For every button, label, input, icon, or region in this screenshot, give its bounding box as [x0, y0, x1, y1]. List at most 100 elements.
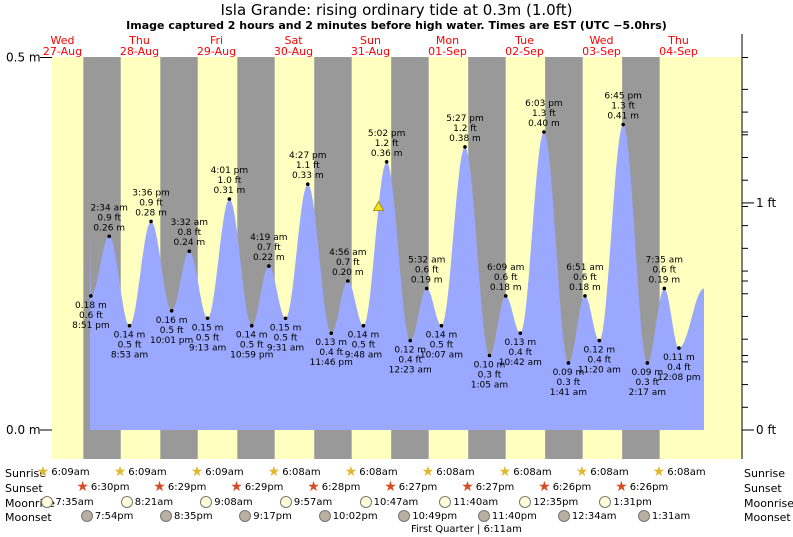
low-tide-point	[169, 309, 174, 313]
moonrise-event: 12:35pm	[519, 496, 578, 508]
moonrise-icon	[519, 496, 532, 508]
tide-time-label: 3:36 pm	[132, 188, 170, 198]
tide-height-ft-label: 0.4 ft	[398, 356, 422, 366]
tide-time-label: 5:32 am	[408, 255, 445, 265]
sunset-star-icon: ★	[153, 479, 166, 495]
tide-height-m-label: 0.14 m	[348, 331, 380, 341]
tide-height-m-label: 0.31 m	[214, 186, 246, 196]
sunrise-event: ★ 6:08am	[268, 465, 321, 479]
date-label: 31-Aug	[351, 45, 390, 58]
high-tide-point	[424, 286, 429, 291]
tide-height-m-label: 0.15 m	[270, 323, 302, 333]
tide-height-m-label: 0.18 m	[75, 301, 107, 311]
tide-time-label: 10:42 am	[499, 358, 542, 368]
moonrise-time: 12:35pm	[533, 496, 579, 508]
high-tide-point	[227, 197, 232, 201]
tide-height-ft-label: 0.5 ft	[274, 333, 298, 343]
day-of-week-label: Wed	[51, 34, 75, 47]
moonset-time: 9:17pm	[253, 510, 292, 522]
moonset-event: 1:31am	[637, 510, 691, 522]
tide-time-label: 8:51 pm	[72, 321, 110, 331]
tide-height-m-label: 0.09 m	[631, 368, 663, 378]
moonrise-event: 9:57am	[279, 496, 332, 508]
moonset-time: 10:49pm	[412, 510, 458, 522]
y-tick-label-left: 0.5 m	[6, 51, 41, 65]
daylight-band	[52, 57, 84, 459]
tide-height-ft-label: 0.6 ft	[415, 265, 439, 275]
low-tide-point	[408, 338, 413, 343]
moonset-icon	[637, 510, 650, 522]
sunset-event: ★ 6:30pm	[76, 480, 129, 494]
sunrise-time: 6:08am	[667, 466, 706, 478]
sunset-time: 6:27pm	[398, 481, 438, 493]
moonrise-icon	[41, 496, 54, 508]
sunset-event: ★ 6:26pm	[538, 480, 591, 494]
sunrise-star-icon: ★	[344, 464, 358, 480]
tide-height-ft-label: 0.4 ft	[667, 363, 691, 373]
y-tick-label-right: 0 ft	[756, 423, 776, 437]
tide-height-ft-label: 0.5 ft	[196, 333, 220, 343]
sunrise-star-icon: ★	[421, 464, 435, 480]
low-tide-point	[329, 331, 334, 335]
sunrise-star-icon: ★	[113, 464, 127, 480]
tide-time-label: 5:02 pm	[368, 129, 406, 139]
tide-height-m-label: 0.14 m	[426, 331, 458, 341]
row-label-moonrise-right: Moonrise	[744, 497, 793, 510]
moonset-event: 10:02pm	[318, 510, 378, 522]
high-tide-point	[346, 279, 350, 283]
date-label: 30-Aug	[274, 45, 313, 58]
tide-time-label: 2:34 am	[91, 203, 128, 213]
sunrise-star-icon: ★	[36, 464, 50, 480]
tide-time-label: 10:01 pm	[150, 336, 193, 346]
tide-height-ft-label: 0.6 ft	[79, 311, 103, 321]
tide-time-label: 12:23 am	[389, 366, 432, 376]
moonset-icon	[398, 510, 411, 522]
tide-height-m-label: 0.41 m	[607, 112, 639, 122]
tide-time-label: 6:09 am	[487, 263, 524, 273]
tide-height-m-label: 0.19 m	[648, 275, 680, 285]
sunset-event: ★ 6:27pm	[461, 480, 514, 494]
tide-time-label: 9:13 am	[189, 343, 226, 353]
tide-height-ft-label: 0.8 ft	[177, 228, 201, 238]
date-label: 04-Sep	[659, 45, 698, 58]
moonrise-event: 1:31pm	[599, 496, 652, 508]
tide-height-m-label: 0.11 m	[663, 353, 695, 363]
moonrise-event: 9:08am	[200, 496, 253, 508]
moonset-time: 11:40pm	[491, 510, 537, 522]
tide-height-m-label: 0.38 m	[449, 134, 481, 144]
tide-water-area	[90, 124, 704, 430]
high-tide-point	[384, 160, 389, 164]
row-label-sunrise-left: Sunrise	[5, 467, 47, 480]
low-tide-point	[249, 323, 254, 328]
tide-time-label: 6:45 pm	[604, 92, 642, 102]
sunrise-star-icon: ★	[498, 464, 512, 480]
tide-height-m-label: 0.13 m	[504, 338, 536, 348]
tide-height-ft-label: 0.5 ft	[240, 341, 264, 351]
sunrise-event: ★ 6:08am	[498, 464, 552, 480]
row-label-sunset-right: Sunset	[744, 482, 782, 495]
moonset-event: 11:40pm	[477, 510, 537, 522]
tide-height-ft-label: 0.5 ft	[430, 341, 454, 351]
date-label: 03-Sep	[582, 45, 621, 58]
tide-time-label: 7:35 am	[646, 255, 683, 265]
sunset-event: ★ 6:28pm	[307, 480, 360, 494]
tide-height-ft-label: 0.6 ft	[494, 273, 518, 283]
tide-time-label: 3:32 am	[171, 218, 208, 228]
high-tide-point	[187, 249, 192, 253]
tide-height-ft-label: 0.6 ft	[573, 273, 597, 283]
sunrise-event: ★ 6:08am	[576, 465, 629, 479]
moonset-icon	[160, 510, 173, 522]
moonrise-time: 11:40am	[453, 496, 499, 508]
y-tick-label-left: 0.0 m	[6, 423, 41, 437]
moonrise-icon	[120, 496, 133, 508]
moonrise-icon	[200, 496, 213, 508]
moonset-icon	[80, 510, 93, 522]
tide-height-ft-label: 0.4 ft	[508, 348, 532, 358]
moonset-icon	[318, 510, 331, 522]
moonset-time: 1:31am	[651, 510, 691, 522]
tide-height-m-label: 0.18 m	[490, 283, 522, 293]
tide-height-ft-label: 1.1 ft	[296, 161, 320, 171]
moonset-time: 10:02pm	[332, 510, 378, 522]
date-label: 01-Sep	[428, 45, 467, 58]
tide-time-label: 1:41 am	[550, 388, 587, 398]
